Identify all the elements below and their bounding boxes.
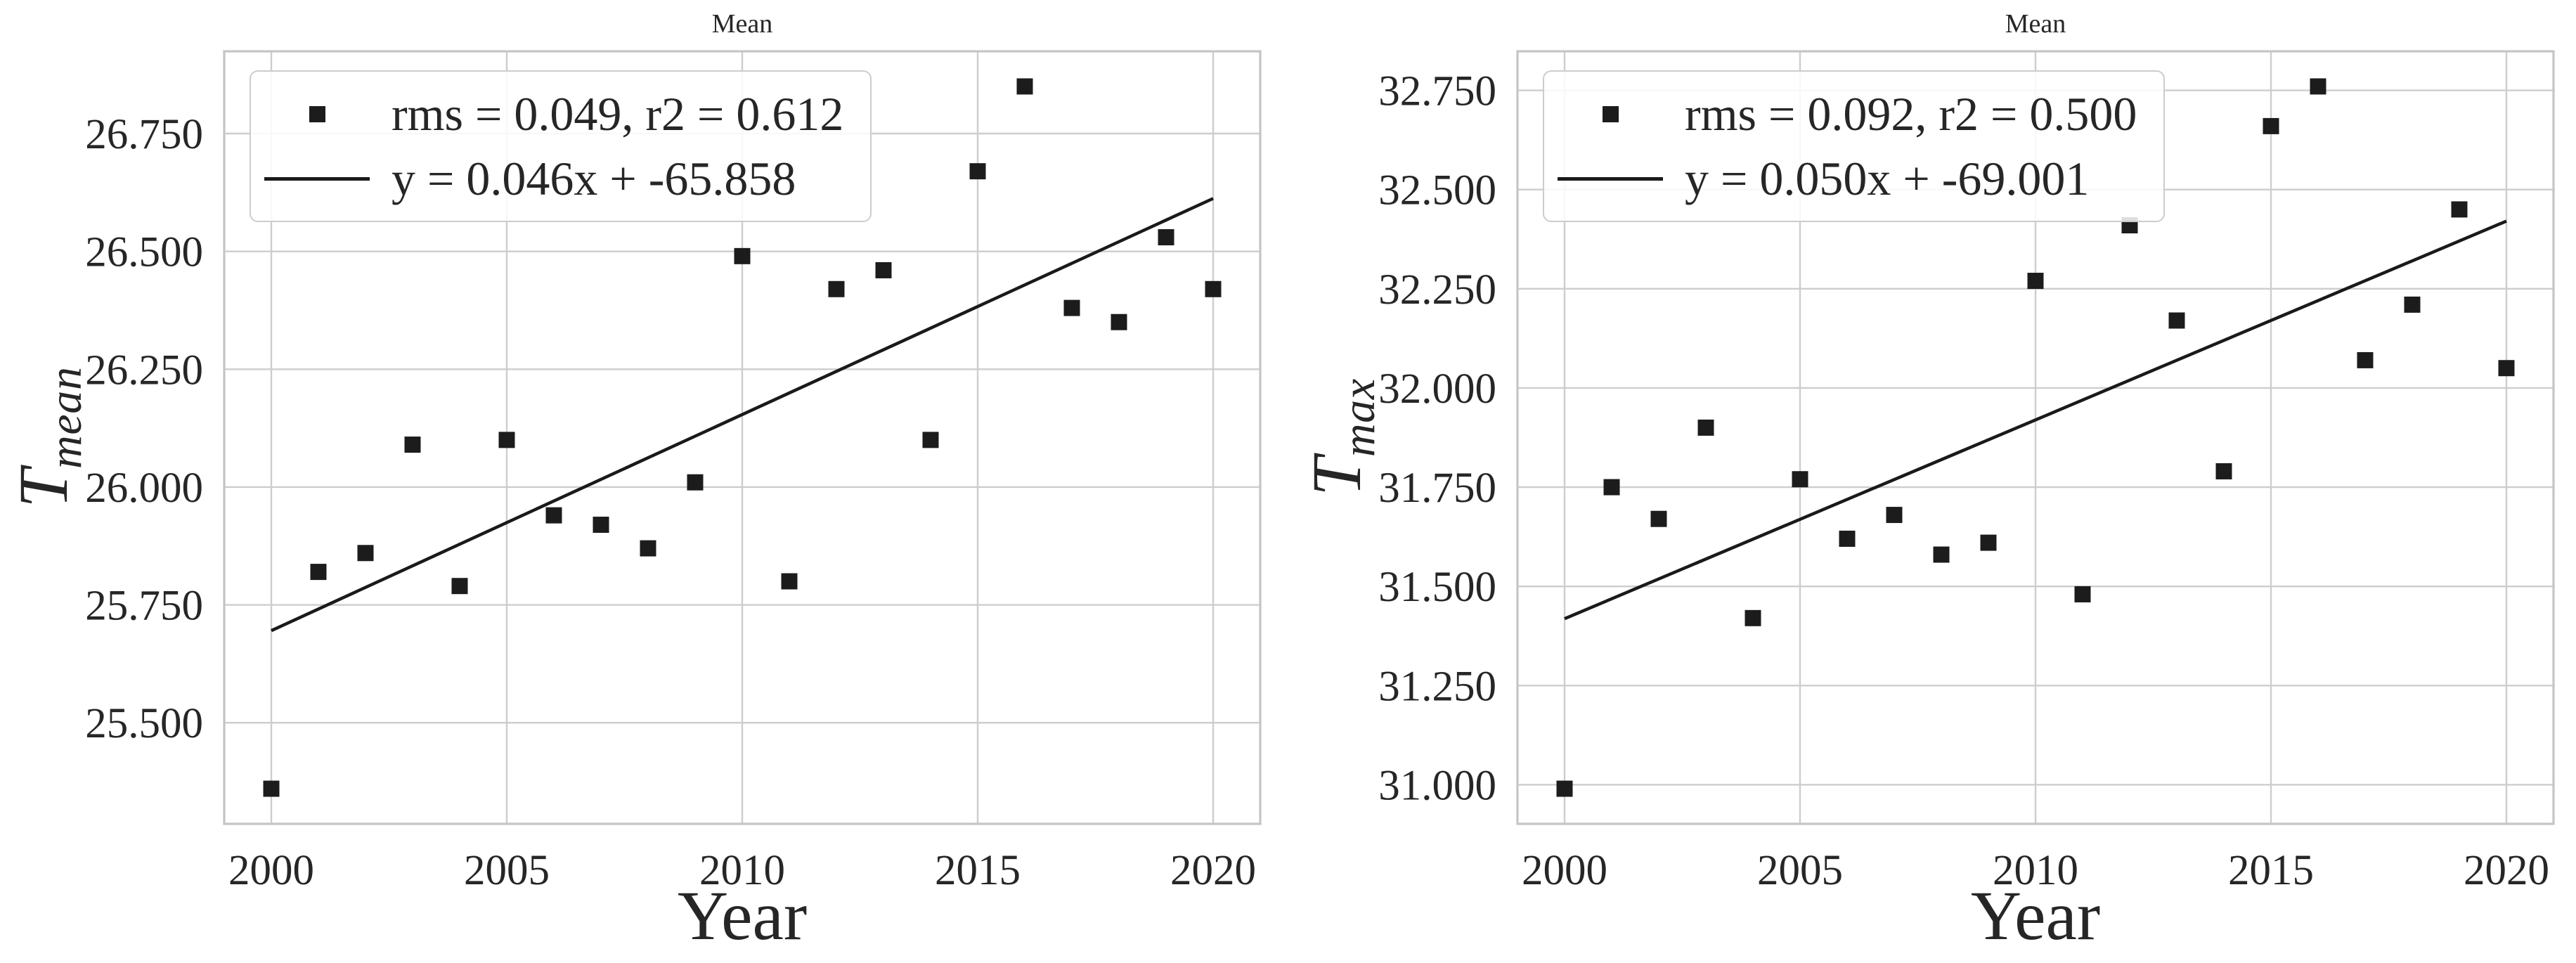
x-tick-label: 2005: [464, 847, 550, 894]
trend-line-icon: [264, 176, 370, 181]
legend-handle: [261, 105, 373, 122]
legend: rms = 0.049, r2 = 0.612 y = 0.046x + -65…: [250, 70, 872, 222]
y-axis-label-subscript: mean: [39, 366, 91, 469]
scatter-point: [1205, 280, 1222, 297]
y-tick-label: 32.750: [1378, 68, 1496, 115]
scatter-point: [2451, 201, 2468, 218]
scatter-point: [1745, 609, 1761, 626]
y-tick-label: 25.750: [85, 583, 203, 630]
y-tick-label: 26.750: [85, 111, 203, 158]
scatter-point: [1158, 229, 1174, 246]
scatter-point: [1933, 546, 1950, 563]
scatter-point: [1886, 507, 1903, 524]
scatter-point: [2263, 117, 2279, 134]
axes-frame: [1516, 50, 2555, 825]
legend-entry-line: y = 0.046x + -65.858: [261, 146, 843, 211]
scatter-marker-icon: [309, 105, 325, 122]
scatter-point: [545, 507, 562, 524]
x-tick-label: 2000: [228, 847, 314, 894]
scatter-point: [2404, 296, 2421, 313]
scatter-point: [1111, 314, 1127, 330]
y-tick-label: 26.250: [85, 347, 203, 394]
legend-entry-scatter: rms = 0.092, r2 = 0.500: [1554, 82, 2137, 146]
trend-line-icon: [1558, 176, 1663, 181]
y-tick-label: 32.500: [1378, 167, 1496, 214]
y-tick-label: 32.000: [1378, 366, 1496, 413]
scatter-point: [687, 474, 704, 491]
scatter-point: [2074, 586, 2091, 602]
y-tick-label: 26.500: [85, 229, 203, 276]
x-tick-label: 2015: [2228, 847, 2314, 894]
y-axis-label-tmax: Tmax: [1295, 378, 1385, 496]
scatter-point: [498, 432, 515, 448]
scatter-point: [2357, 351, 2374, 368]
scatter-point: [1839, 530, 1856, 547]
x-tick-label: 2000: [1522, 847, 1607, 894]
legend-label: rms = 0.049, r2 = 0.612: [391, 86, 844, 141]
trend-line: [271, 197, 1214, 633]
scatter-point: [2168, 312, 2185, 329]
legend-entry-line: y = 0.050x + -69.001: [1554, 146, 2137, 211]
scatter-point: [2027, 273, 2044, 290]
y-tick-label: 31.250: [1378, 663, 1496, 710]
scatter-point: [969, 163, 986, 180]
x-axis-label: Year: [677, 877, 808, 955]
x-tick-label: 2010: [699, 847, 785, 894]
legend-label: y = 0.046x + -65.858: [391, 151, 796, 205]
scatter-point: [310, 564, 327, 581]
scatter-point: [1697, 419, 1714, 436]
y-tick-label: 31.500: [1378, 564, 1496, 611]
y-axis-label-subscript: max: [1333, 378, 1385, 458]
x-tick-label: 2020: [1170, 847, 1256, 894]
scatter-point: [1792, 471, 1808, 488]
scatter-point: [1556, 780, 1573, 797]
scatter-point: [593, 517, 609, 534]
y-tick-label: 25.500: [85, 700, 203, 747]
axes-frame: [223, 50, 1262, 825]
y-axis-label-tmean: Tmean: [1, 366, 91, 508]
scatter-marker-icon: [1602, 105, 1619, 122]
y-tick-label: 31.750: [1378, 465, 1496, 512]
legend: rms = 0.092, r2 = 0.500 y = 0.050x + -69…: [1543, 70, 2166, 222]
scatter-point: [734, 247, 751, 264]
y-axis-label-base: T: [4, 468, 82, 508]
y-axis-label-base: T: [1297, 457, 1376, 496]
trend-line: [1564, 219, 2507, 621]
scatter-point: [1063, 299, 1080, 316]
scatter-point: [2498, 360, 2515, 377]
chart-title: Mean: [711, 9, 773, 39]
scatter-point: [451, 578, 468, 595]
scatter-point: [640, 540, 656, 557]
x-tick-label: 2010: [1993, 847, 2078, 894]
legend-handle: [261, 176, 373, 181]
x-axis-label: Year: [1970, 877, 2101, 955]
scatter-point: [875, 261, 892, 278]
scatter-point: [404, 437, 421, 453]
legend-label: y = 0.050x + -69.001: [1685, 151, 2090, 205]
legend-entry-scatter: rms = 0.049, r2 = 0.612: [261, 82, 843, 146]
legend-handle: [1554, 105, 1666, 122]
scatter-point: [828, 280, 845, 297]
y-tick-label: 31.000: [1378, 762, 1496, 809]
scatter-point: [1980, 534, 1997, 551]
legend-handle: [1554, 176, 1666, 181]
y-tick-label: 32.250: [1378, 266, 1496, 314]
scatter-point: [922, 432, 939, 448]
y-tick-label: 26.000: [85, 465, 203, 512]
scatter-point: [1016, 78, 1033, 95]
scatter-point: [357, 545, 374, 562]
x-tick-label: 2015: [935, 847, 1021, 894]
x-tick-label: 2005: [1757, 847, 1843, 894]
x-tick-label: 2020: [2464, 847, 2549, 894]
scatter-point: [1650, 510, 1667, 527]
chart-title: Mean: [2005, 9, 2066, 39]
scatter-point: [2215, 463, 2232, 479]
scatter-point: [263, 780, 280, 797]
scatter-point: [781, 573, 798, 590]
legend-label: rms = 0.092, r2 = 0.500: [1685, 86, 2137, 141]
scatter-point: [1603, 479, 1620, 496]
scatter-point: [2310, 78, 2326, 95]
